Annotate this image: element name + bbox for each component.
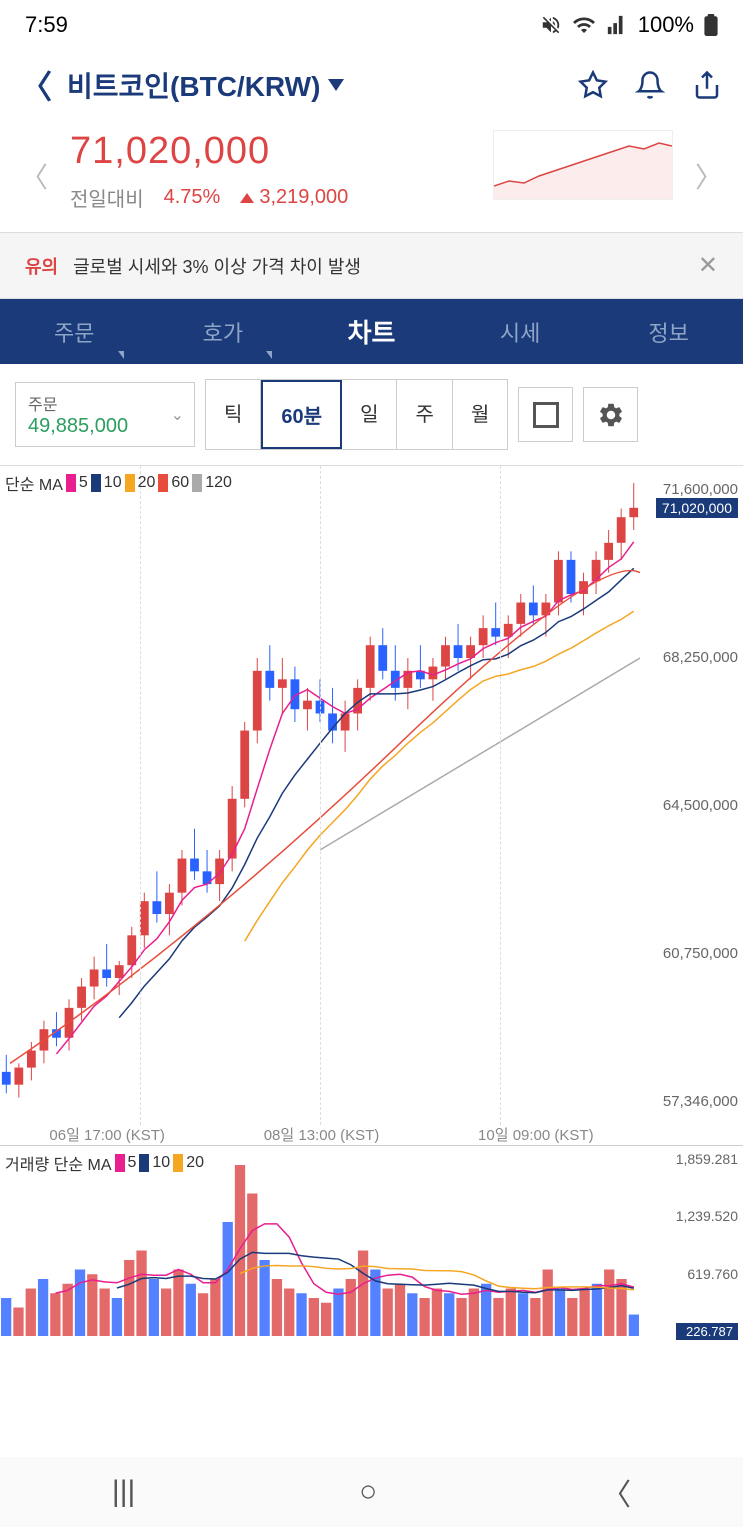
change-percent: 4.75%: [164, 186, 221, 209]
notice-close-button[interactable]: ✕: [698, 251, 718, 280]
timeframe-tabs: 틱60분일주월: [205, 379, 508, 450]
timeframe-일[interactable]: 일: [342, 380, 397, 449]
home-button[interactable]: ○: [359, 1475, 377, 1509]
volume-y-labels: 1,859.2811,239.520619.760226.787: [676, 1151, 738, 1340]
y-axis-labels: 71,600,00071,020,00068,250,00064,500,000…: [656, 466, 738, 1125]
prev-asset-button[interactable]: 〈: [20, 156, 48, 196]
share-button[interactable]: [691, 69, 723, 101]
notification-button[interactable]: [634, 69, 666, 101]
signal-icon: [606, 14, 628, 36]
gear-icon: [597, 401, 625, 429]
fullscreen-button[interactable]: [518, 387, 573, 442]
bell-icon: [635, 70, 665, 100]
back-nav-button[interactable]: 〈: [601, 1470, 631, 1514]
x-axis-labels: 06일 17:00 (KST)08일 13:00 (KST)10일 09:00 …: [0, 1124, 643, 1145]
tab-3[interactable]: 시세: [446, 299, 595, 364]
status-time: 7:59: [25, 12, 68, 38]
tab-4[interactable]: 정보: [594, 299, 743, 364]
volume-legend: 거래량 단순 MA 5 10 20: [5, 1151, 204, 1175]
status-bar: 7:59 100%: [0, 0, 743, 50]
change-amount: 3,219,000: [240, 186, 348, 209]
star-icon: [578, 70, 608, 100]
page-title[interactable]: 비트코인(BTC/KRW): [67, 65, 562, 105]
up-arrow-icon: [240, 193, 254, 203]
share-icon: [692, 70, 722, 100]
main-tabs: 주문호가차트시세정보: [0, 299, 743, 364]
mute-icon: [540, 14, 562, 36]
chart-controls: 주문 49,885,000 ⌄ 틱60분일주월: [0, 364, 743, 465]
header: 〈 비트코인(BTC/KRW): [0, 50, 743, 120]
tab-2[interactable]: 차트: [297, 299, 446, 364]
tab-1[interactable]: 호가: [149, 299, 298, 364]
favorite-button[interactable]: [577, 69, 609, 101]
notice-label: 유의: [25, 253, 58, 279]
notice-bar: 유의 글로벌 시세와 3% 이상 가격 차이 발생 ✕: [0, 232, 743, 299]
status-icons: 100%: [540, 12, 718, 38]
battery-icon: [704, 14, 718, 36]
wifi-icon: [572, 13, 596, 37]
next-asset-button[interactable]: 〉: [695, 156, 723, 196]
back-button[interactable]: 〈: [20, 62, 52, 108]
settings-button[interactable]: [583, 387, 638, 442]
timeframe-월[interactable]: 월: [453, 380, 507, 449]
mini-chart[interactable]: [493, 130, 673, 200]
system-nav-bar: ||| ○ 〈: [0, 1457, 743, 1527]
volume-chart[interactable]: 거래량 단순 MA 5 10 20 1,859.2811,239.520619.…: [0, 1145, 743, 1345]
timeframe-주[interactable]: 주: [397, 380, 452, 449]
ma-legend: 단순 MA 5 10 20 60 120: [5, 471, 232, 495]
battery-text: 100%: [638, 12, 694, 38]
tab-0[interactable]: 주문: [0, 299, 149, 364]
order-dropdown[interactable]: 주문 49,885,000 ⌄: [15, 382, 195, 447]
price-chart[interactable]: 단순 MA 5 10 20 60 120 71,600,00071,020,00…: [0, 465, 743, 1145]
notice-text: 글로벌 시세와 3% 이상 가격 차이 발생: [73, 253, 683, 279]
title-dropdown-icon: [328, 79, 344, 91]
price-section: 〈 〉 71,020,000 전일대비 4.75% 3,219,000: [0, 120, 743, 232]
recent-apps-button[interactable]: |||: [112, 1475, 135, 1509]
chevron-down-icon: ⌄: [171, 405, 184, 425]
timeframe-60분[interactable]: 60분: [261, 380, 342, 449]
change-label: 전일대비: [70, 183, 144, 212]
timeframe-틱[interactable]: 틱: [206, 380, 261, 449]
